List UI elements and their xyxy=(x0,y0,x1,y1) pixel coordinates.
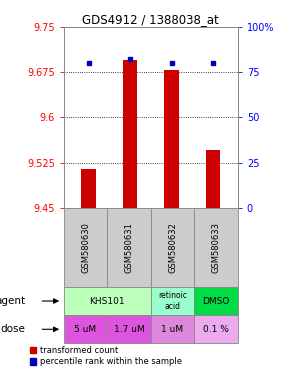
Bar xyxy=(164,70,179,208)
Bar xyxy=(64,315,107,343)
Text: 0.1 %: 0.1 % xyxy=(203,325,229,334)
Text: GSM580631: GSM580631 xyxy=(124,222,134,273)
Text: 1 uM: 1 uM xyxy=(162,325,184,334)
Bar xyxy=(64,208,107,287)
Text: agent: agent xyxy=(0,296,26,306)
Title: GDS4912 / 1388038_at: GDS4912 / 1388038_at xyxy=(82,13,219,26)
Text: KHS101: KHS101 xyxy=(90,296,125,306)
Bar xyxy=(151,208,194,287)
Text: dose: dose xyxy=(1,324,26,334)
Bar xyxy=(151,315,194,343)
Bar xyxy=(107,315,151,343)
Bar xyxy=(206,151,220,208)
Bar xyxy=(151,287,194,315)
Bar xyxy=(123,60,137,208)
Text: 5 uM: 5 uM xyxy=(75,325,97,334)
Bar xyxy=(64,287,151,315)
Text: GSM580630: GSM580630 xyxy=(81,222,90,273)
Bar xyxy=(107,208,151,287)
Bar xyxy=(194,315,238,343)
Text: 1.7 uM: 1.7 uM xyxy=(114,325,144,334)
Text: GSM580632: GSM580632 xyxy=(168,222,177,273)
Bar xyxy=(81,169,96,208)
Bar xyxy=(194,208,238,287)
Text: retinoic
acid: retinoic acid xyxy=(158,291,187,311)
Text: DMSO: DMSO xyxy=(202,296,230,306)
Text: GSM580633: GSM580633 xyxy=(211,222,221,273)
Bar xyxy=(194,287,238,315)
Legend: transformed count, percentile rank within the sample: transformed count, percentile rank withi… xyxy=(30,346,182,366)
